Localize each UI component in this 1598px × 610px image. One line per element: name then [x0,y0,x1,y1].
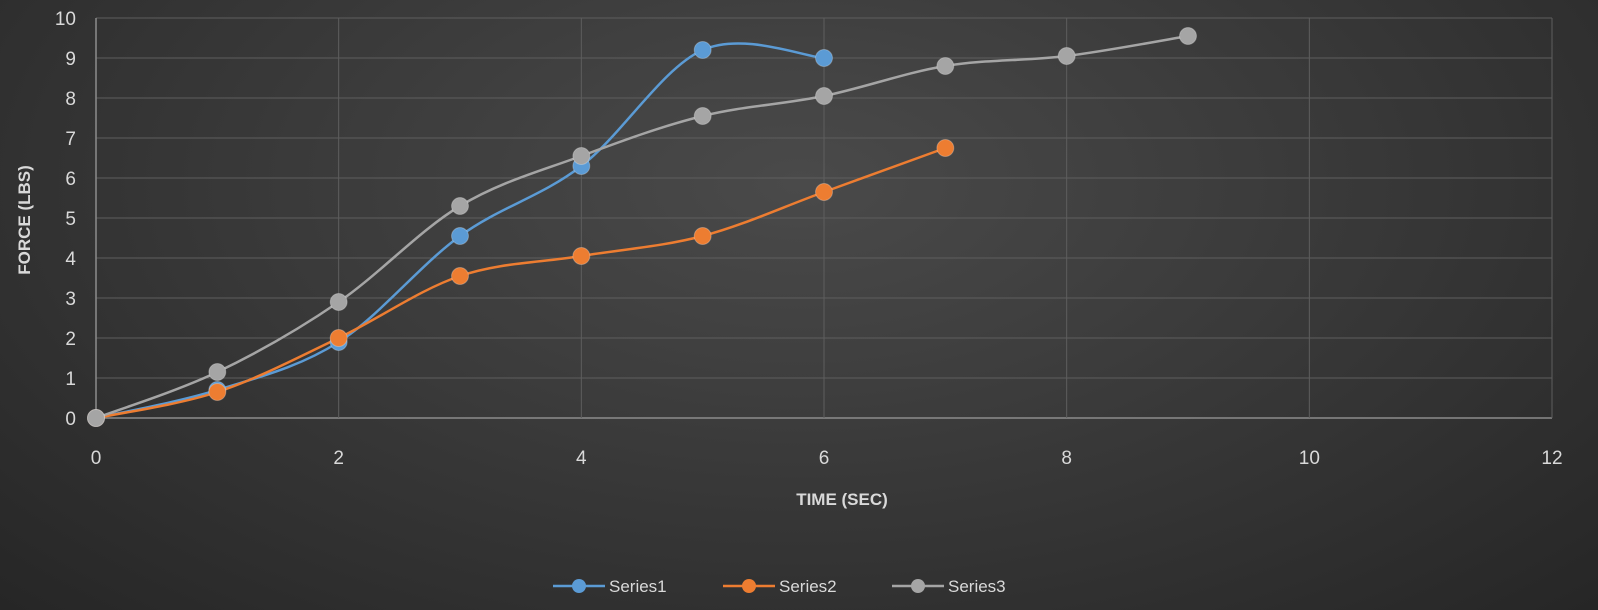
series-3-point [572,147,591,165]
series-lines [95,34,1189,420]
y-tick-label: 6 [65,169,76,190]
series-2-point [572,247,591,265]
series-3-point [1179,27,1197,45]
y-tick-label: 2 [65,329,76,350]
x-tick-label: 12 [1541,448,1562,469]
legend-marker-2 [742,579,756,593]
legend-label-3: Series3 [948,577,1006,596]
legend-label-1: Series1 [609,577,667,596]
y-tick-label: 5 [65,209,76,230]
series-2-point [451,267,469,285]
x-axis-title: TIME (SEC) [796,490,888,509]
series-2-point [936,139,955,157]
y-axis-title: FORCE (LBS) [15,165,34,275]
y-tick-label: 9 [65,49,76,70]
y-tick-label: 7 [65,129,76,150]
y-tick-label: 3 [65,289,76,310]
x-tick-label: 2 [333,448,344,469]
y-tick-label: 10 [55,9,76,30]
series-line-2 [95,146,946,420]
y-tick-label: 8 [65,89,76,110]
series-3-point [208,363,227,381]
series-markers [87,27,1197,427]
legend: Series1 Series2 Series3 [553,577,1006,596]
series-2-point [693,227,712,245]
legend-marker-3 [911,579,925,593]
series-1-point [815,49,833,67]
x-tick-label: 10 [1299,448,1320,469]
series-3-point [693,107,712,125]
y-tick-label: 0 [65,409,76,430]
series-2-point [815,183,833,201]
series-3-point [815,87,833,105]
series-3-point [1057,47,1076,65]
series-2-point [329,329,348,347]
x-tick-label: 6 [819,448,830,469]
series-3-point [329,293,348,311]
series-2-point [208,383,227,401]
x-tick-label: 8 [1061,448,1072,469]
legend-marker-1 [572,579,586,593]
series-3-point [936,57,955,75]
gridlines [95,17,1553,419]
series-1-point [693,41,712,59]
legend-label-2: Series2 [779,577,837,596]
x-tick-label: 4 [576,448,587,469]
series-line-3 [95,34,1189,420]
series-3-point [451,197,469,215]
series-1-point [451,227,469,245]
series-3-point [87,409,105,427]
x-tick-label: 0 [91,448,102,469]
y-tick-label: 1 [65,369,76,390]
y-tick-label: 4 [65,249,76,270]
